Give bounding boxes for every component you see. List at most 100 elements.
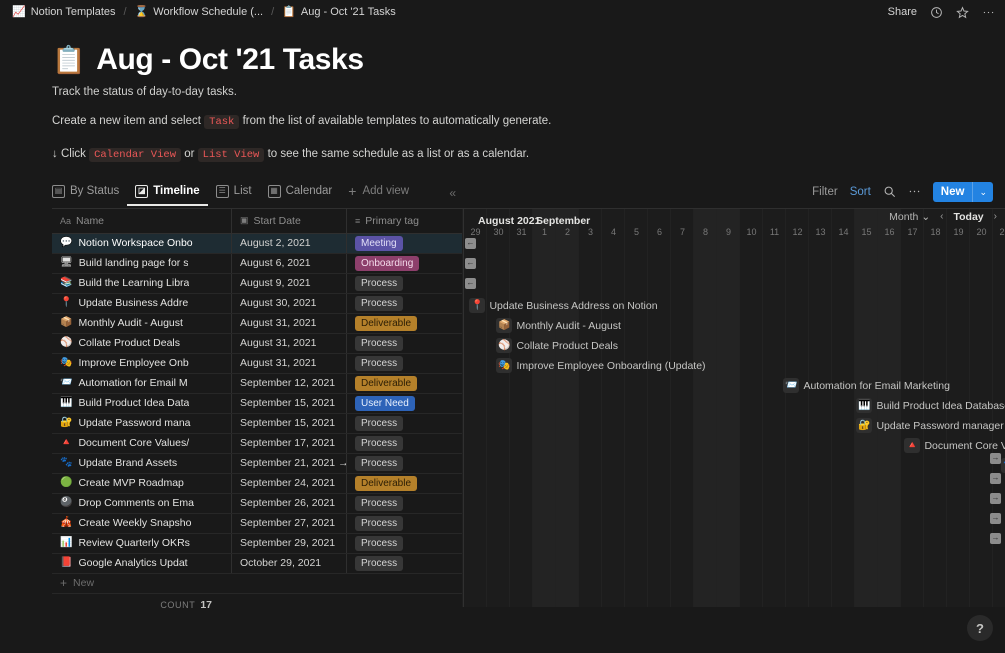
sort-button[interactable]: Sort [849, 185, 871, 198]
row-date-cell[interactable]: September 29, 2021 [232, 533, 347, 553]
row-name-cell[interactable]: 📊 Review Quarterly OKRs [52, 533, 232, 553]
table-row[interactable]: 📕 Google Analytics Updat October 29, 2021 P… [52, 553, 462, 574]
timeline-scroll-right-button[interactable]: → [990, 492, 1001, 504]
timeline-bar[interactable]: 🔺Document Core Values/Miss [904, 438, 1005, 454]
row-tag-cell[interactable]: Process [347, 534, 462, 553]
column-header-start-date[interactable]: ▣ Start Date [232, 208, 347, 233]
table-row[interactable]: 📚 Build the Learning Libra August 9, 2021 P… [52, 273, 462, 294]
calendar-view-chip[interactable]: Calendar View [89, 147, 181, 162]
table-row[interactable]: 🎱 Drop Comments on Ema September 26, 2021 P… [52, 493, 462, 514]
row-tag-cell[interactable]: Onboarding [347, 254, 462, 273]
task-chip[interactable]: Task [204, 115, 240, 129]
table-row[interactable]: 🔐 Update Password mana September 15, 2021 P… [52, 413, 462, 434]
collapse-table-button[interactable]: « [449, 185, 456, 200]
row-date-cell[interactable]: September 17, 2021 [232, 433, 347, 453]
row-tag-cell[interactable]: Deliverable [347, 314, 462, 333]
timeline-bar[interactable]: 🎭 Improve Employee Onboarding (Update) [496, 358, 706, 374]
new-item-button[interactable]: New ⌄ [932, 181, 993, 202]
add-view-button[interactable]: + Add view [340, 184, 417, 205]
timeline-bar[interactable]: 🐾Upda [1001, 458, 1005, 474]
row-tag-cell[interactable]: Process [347, 454, 462, 473]
tab-by-status[interactable]: ▤ By Status [52, 184, 127, 205]
table-row[interactable]: 📍 Update Business Addre August 30, 2021 Pro… [52, 293, 462, 314]
row-tag-cell[interactable]: Process [347, 294, 462, 313]
timeline-scroll-right-button[interactable]: → [990, 452, 1001, 464]
timeline-bar[interactable]: 📍 Update Business Address on Notion [469, 298, 658, 314]
view-options-more-icon[interactable] [908, 185, 921, 198]
timeline-scroll-right-button[interactable]: → [990, 472, 1001, 484]
breadcrumb-item-1[interactable]: ⌛ Workflow Schedule (... [131, 4, 268, 20]
row-tag-cell[interactable]: Deliverable [347, 474, 462, 493]
more-icon[interactable] [982, 6, 995, 19]
row-name-cell[interactable]: 📍 Update Business Addre [52, 293, 232, 313]
row-date-cell[interactable]: September 15, 2021 [232, 393, 347, 413]
row-name-cell[interactable]: 💬 Notion Workspace Onbo [52, 233, 232, 253]
row-date-cell[interactable]: August 31, 2021 [232, 353, 347, 373]
row-name-cell[interactable]: 🔐 Update Password mana [52, 413, 232, 433]
timeline-today-button[interactable]: Today [953, 210, 984, 223]
tab-list[interactable]: ☰ List [208, 184, 260, 205]
row-tag-cell[interactable]: Deliverable [347, 374, 462, 393]
timeline-next-button[interactable]: › [993, 211, 997, 222]
row-date-cell[interactable]: August 6, 2021 [232, 253, 347, 273]
table-row[interactable]: 🎭 Improve Employee Onb August 31, 2021 Proc… [52, 353, 462, 374]
table-row[interactable]: 🐾 Update Brand Assets September 21, 2021 →… [52, 453, 462, 474]
timeline-prev-button[interactable]: ‹ [940, 211, 944, 222]
row-name-cell[interactable]: 🖥 Build landing page for s [52, 253, 232, 273]
timeline-scroll-left-button[interactable]: ← [465, 257, 476, 269]
help-button[interactable]: ? [967, 615, 993, 641]
new-row-button[interactable]: + New [52, 574, 462, 594]
row-date-cell[interactable]: September 27, 2021 [232, 513, 347, 533]
table-row[interactable]: 📨 Automation for Email M September 12, 202… [52, 373, 462, 394]
row-tag-cell[interactable]: Process [347, 554, 462, 573]
row-date-cell[interactable]: August 30, 2021 [232, 293, 347, 313]
row-date-cell[interactable]: October 29, 2021 [232, 553, 347, 573]
row-name-cell[interactable]: 🐾 Update Brand Assets [52, 453, 232, 473]
breadcrumb-item-2[interactable]: 📋 Aug - Oct '21 Tasks [278, 4, 400, 20]
search-icon[interactable] [883, 185, 896, 198]
row-count[interactable]: COUNT 17 [52, 594, 462, 616]
row-date-cell[interactable]: September 26, 2021 [232, 493, 347, 513]
chevron-down-icon[interactable]: ⌄ [979, 186, 987, 197]
clock-icon[interactable] [930, 6, 943, 19]
row-name-cell[interactable]: 🎪 Create Weekly Snapsho [52, 513, 232, 533]
star-icon[interactable] [956, 5, 969, 19]
timeline-scale-select[interactable]: Month ⌄ [889, 211, 930, 223]
row-name-cell[interactable]: 🎭 Improve Employee Onb [52, 353, 232, 373]
table-row[interactable]: 📊 Review Quarterly OKRs September 29, 2021… [52, 533, 462, 554]
row-date-cell[interactable]: August 31, 2021 [232, 313, 347, 333]
list-view-chip[interactable]: List View [197, 147, 265, 162]
row-tag-cell[interactable]: Process [347, 334, 462, 353]
row-tag-cell[interactable]: Process [347, 274, 462, 293]
timeline-bar[interactable]: 📦 Monthly Audit - August [496, 318, 621, 334]
share-button[interactable]: Share [887, 6, 917, 18]
row-date-cell[interactable]: September 24, 2021 [232, 473, 347, 493]
row-name-cell[interactable]: 📚 Build the Learning Libra [52, 273, 232, 293]
table-row[interactable]: 🎪 Create Weekly Snapsho September 27, 2021… [52, 513, 462, 534]
row-name-cell[interactable]: 📕 Google Analytics Updat [52, 553, 232, 573]
row-name-cell[interactable]: 🎱 Drop Comments on Ema [52, 493, 232, 513]
timeline-scroll-right-button[interactable]: → [990, 532, 1001, 544]
column-header-primary-tag[interactable]: ≡ Primary tag [347, 208, 462, 233]
row-tag-cell[interactable]: Meeting [347, 234, 462, 253]
timeline-bar[interactable]: 📨 Automation for Email Marketing [783, 378, 950, 394]
table-row[interactable]: 🔺 Document Core Values/September 17, 2021… [52, 433, 462, 454]
row-tag-cell[interactable]: Process [347, 494, 462, 513]
breadcrumb-item-0[interactable]: 📈 Notion Templates [8, 4, 120, 20]
filter-button[interactable]: Filter [812, 185, 838, 198]
row-name-cell[interactable]: ⚾ Collate Product Deals [52, 333, 232, 353]
table-row[interactable]: 💬 Notion Workspace Onbo August 2, 2021 Meet… [52, 233, 462, 254]
row-date-cell[interactable]: August 31, 2021 [232, 333, 347, 353]
timeline-bar[interactable]: 🎹Build Product Idea Database to keep tra [856, 398, 1005, 414]
row-name-cell[interactable]: 📦 Monthly Audit - August [52, 313, 232, 333]
row-tag-cell[interactable]: Process [347, 514, 462, 533]
row-date-cell[interactable]: September 21, 2021 → Septe [232, 453, 347, 473]
row-tag-cell[interactable]: Process [347, 434, 462, 453]
row-tag-cell[interactable]: Process [347, 354, 462, 373]
table-row[interactable]: 🖥 Build landing page for s August 6, 2021 O… [52, 253, 462, 274]
pane-divider[interactable] [462, 208, 464, 607]
row-name-cell[interactable]: 📨 Automation for Email M [52, 373, 232, 393]
table-row[interactable]: 📦 Monthly Audit - August August 31, 2021 De… [52, 313, 462, 334]
table-row[interactable]: 🟢 Create MVP Roadmap September 24, 2021 Del… [52, 473, 462, 494]
row-date-cell[interactable]: August 9, 2021 [232, 273, 347, 293]
